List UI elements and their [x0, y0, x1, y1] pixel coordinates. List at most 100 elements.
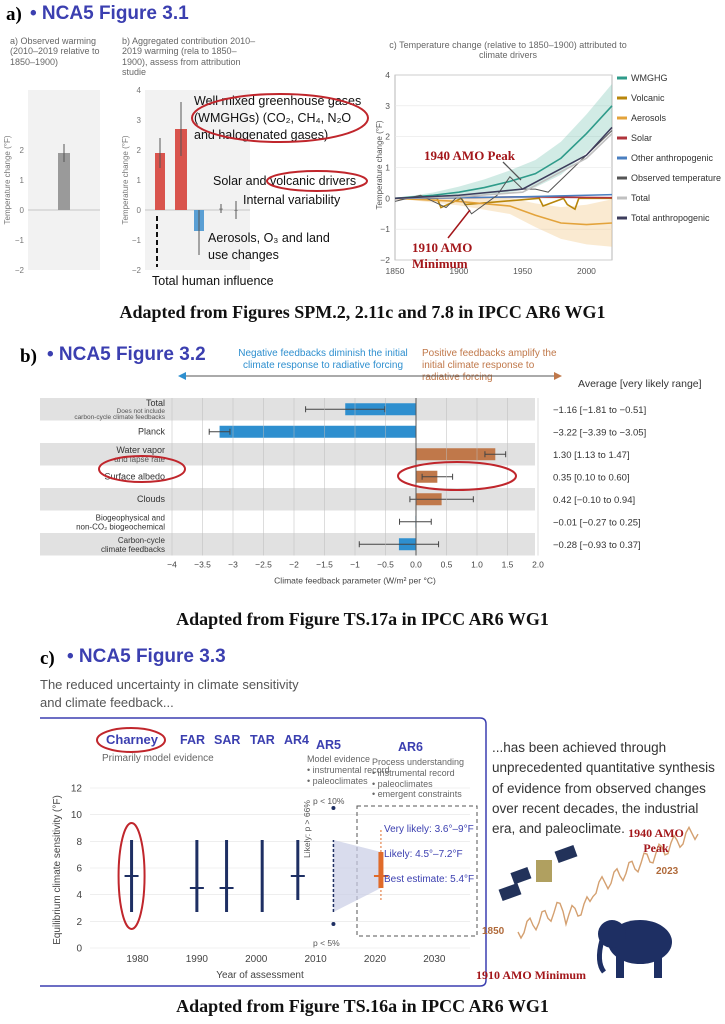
likely-text: Likely: 4.5°–7.2°F	[384, 849, 463, 860]
likely-label: Likely: p > 66%	[302, 800, 312, 858]
ecs-xtick: 1980	[126, 954, 149, 965]
observed-warming-chart: −2 −1 0 1 2 Temperature change (°F)	[3, 90, 100, 275]
label-tar: TAR	[250, 733, 275, 747]
feedback-note: carbon-cycle climate feedbacks	[74, 414, 165, 421]
ecs-ytick: 0	[76, 944, 82, 955]
ecs-xlabel: Year of assessment	[216, 970, 304, 981]
attribution-bar	[155, 153, 165, 210]
ar6-evidence: Process understanding • instrumental rec…	[372, 757, 465, 800]
ecs-ytick: 6	[76, 864, 82, 875]
attribution-ytick: 4	[137, 86, 142, 95]
timeseries-ytick: 4	[385, 70, 390, 80]
legend-label: Volcanic	[631, 93, 665, 103]
negative-feedback-text: Negative feedbacks diminish the initial …	[238, 348, 408, 371]
panel-c-svg: 0 2 4 6 8 10 12 1980 1990 2000 2010 2020 2030 Year of…	[40, 717, 699, 987]
label-far: FAR	[180, 733, 205, 747]
p-lt-5: p < 5%	[313, 938, 340, 948]
feedback-xtick: 1.5	[502, 560, 514, 570]
feedback-note: Does not include	[117, 408, 166, 415]
amo-min-arrow	[447, 209, 471, 239]
solar-ellipse	[266, 170, 368, 192]
attribution-ytick: 2	[137, 146, 142, 155]
attribution-ytick: −1	[132, 236, 142, 245]
observed-ytick: 0	[20, 206, 25, 215]
attribution-ytick: −2	[132, 266, 142, 275]
timeseries-xtick: 1850	[386, 266, 405, 276]
feedback-range-label: −1.16 [−1.81 to −0.51]	[553, 405, 646, 416]
feedback-row-bg	[40, 488, 535, 511]
average-header: Average [very likely range]	[578, 378, 702, 390]
feedback-xtick: −2	[289, 560, 299, 570]
best-estimate-text: Best estimate: 5.4°F	[384, 874, 475, 885]
timeseries-xtick: 1950	[513, 266, 532, 276]
feedback-row-bg	[40, 443, 535, 466]
timeseries-ylabel: Temperature change (°F)	[375, 120, 384, 209]
panel-c-intro: The reduced uncertainty in climate sensi…	[40, 677, 299, 710]
panel-c-right-text: ...has been achieved through unprecedent…	[492, 740, 715, 836]
timeseries-xtick: 2000	[577, 266, 596, 276]
legend-label: Total	[631, 193, 650, 203]
mammoth-illustration	[596, 920, 672, 978]
annotation-aerosols: Aerosols, O₃ and land use changes	[208, 231, 330, 262]
legend-label: Solar	[631, 133, 652, 143]
series-line-total-anthropogenic	[394, 126, 613, 200]
label-ar4: AR4	[284, 733, 310, 747]
attribution-chart: −2 −1 0 1 2 3 4 Temperature change (°F)	[121, 86, 250, 275]
timeseries-ytick: 0	[385, 193, 390, 203]
panel-a-title: • NCA5 Figure 3.1	[30, 3, 189, 24]
panel-b-letter: b)	[20, 346, 37, 367]
amo-min-label-2: Minimum	[412, 256, 468, 271]
observed-ylabel: Temperature change (°F)	[3, 135, 12, 224]
timeseries-xtick: 1900	[449, 266, 468, 276]
feedback-category-sub: climate feedbacks	[101, 545, 165, 554]
feedback-range-label: 1.30 [1.13 to 1.47]	[553, 450, 630, 461]
panel-c-title: • NCA5 Figure 3.3	[67, 646, 226, 667]
amo-min-label-1: 1910 AMO	[412, 240, 473, 255]
panel-c-letter: c)	[40, 648, 55, 669]
feedback-xtick: 0.5	[441, 560, 453, 570]
feedback-category: Planck	[138, 427, 166, 437]
ecs-xtick: 1990	[186, 954, 209, 965]
ar5-ar6-wedge	[333, 840, 381, 912]
ecs-xtick: 2010	[305, 954, 328, 965]
sub-b-title: b) Aggregated contribution 2010–2019 war…	[122, 36, 256, 78]
satellite-illustration	[498, 844, 578, 902]
water-vapor-ellipse	[98, 455, 186, 483]
legend-label: Aerosols	[631, 113, 667, 123]
amo-peak-label: 1940 AMO Peak	[424, 148, 515, 163]
c-amo-min: 1910 AMO Minimum	[476, 968, 586, 982]
amo-peak-arrow	[502, 161, 522, 181]
paleo-temperature-curve	[517, 825, 699, 940]
attribution-bar	[175, 129, 187, 210]
c-amo-peak: 1940 AMO Peak	[628, 826, 684, 855]
timeseries-ytick: −1	[380, 224, 390, 234]
label-ar5: AR5	[316, 738, 342, 752]
feedback-category: Total	[146, 398, 165, 408]
ecs-xtick: 2030	[423, 954, 446, 965]
attribution-ytick: 1	[137, 176, 142, 185]
primarily-model-evidence: Primarily model evidence	[102, 753, 214, 764]
legend-label: Other anthropogenic	[631, 153, 714, 163]
ecs-ytick: 8	[76, 837, 82, 848]
feedback-category: Carbon-cycle	[118, 536, 166, 545]
attribution-ytick: 3	[137, 116, 142, 125]
feedback-xtick: −0.5	[377, 560, 394, 570]
ecs-ytick: 4	[76, 890, 82, 901]
panel-b-title: • NCA5 Figure 3.2	[47, 344, 206, 365]
feedback-xtick: −4	[167, 560, 177, 570]
ecs-ytick: 10	[71, 810, 83, 821]
arrow-left-head	[178, 372, 186, 380]
panel-c-caption: Adapted from Figure TS.16a in IPCC AR6 W…	[176, 996, 549, 1016]
annotation-solar-volcanic: Solar and volcanic drivers	[213, 174, 357, 188]
feedback-range-label: 0.35 [0.10 to 0.60]	[553, 472, 630, 483]
series-line-volcanic	[395, 197, 612, 211]
series-line-total	[394, 133, 613, 200]
aerosol-band	[395, 197, 612, 247]
feedback-category-sub: non-CO₂ biogeochemical	[76, 523, 165, 532]
feedback-xtick: −3.5	[194, 560, 211, 570]
observed-ytick: 2	[20, 146, 25, 155]
observed-ytick: 1	[20, 176, 25, 185]
